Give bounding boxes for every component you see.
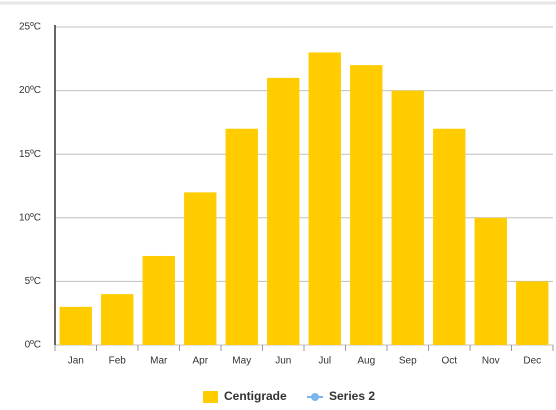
x-tick-label: Jun [275,356,291,367]
bar [142,255,175,345]
y-tick-label: 15ºC [19,149,41,160]
x-tick-label: Aug [357,356,375,367]
legend-label: Centigrade [224,389,287,403]
x-tick-label: Sep [399,356,417,367]
x-tick-label: Mar [150,356,168,367]
y-tick-label: 20ºC [19,85,41,96]
bar [391,90,424,345]
y-tick-label: 0ºC [25,340,41,351]
bar [516,281,549,345]
x-tick-label: Apr [192,356,208,367]
x-tick-label: Jan [68,356,84,367]
bar [59,306,92,345]
x-tick-label: May [232,356,251,367]
x-tick-label: Feb [109,356,127,367]
x-tick-label: Oct [441,356,457,367]
y-tick-label: 5ºC [25,276,41,287]
bar [433,128,466,345]
y-tick-label: 10ºC [19,212,41,223]
x-tick-label: Nov [482,356,500,367]
x-tick-label: Dec [523,356,541,367]
bar [101,294,134,345]
bar [184,192,217,345]
legend-swatch [203,391,218,403]
bar [225,128,258,345]
legend-swatch-dot [311,393,319,401]
bar [350,65,383,345]
bar [308,52,341,345]
bar [267,77,300,345]
legend-label: Series 2 [329,389,375,403]
bar [474,217,507,345]
y-tick-label: 25ºC [19,22,41,33]
x-tick-label: Jul [318,356,331,367]
